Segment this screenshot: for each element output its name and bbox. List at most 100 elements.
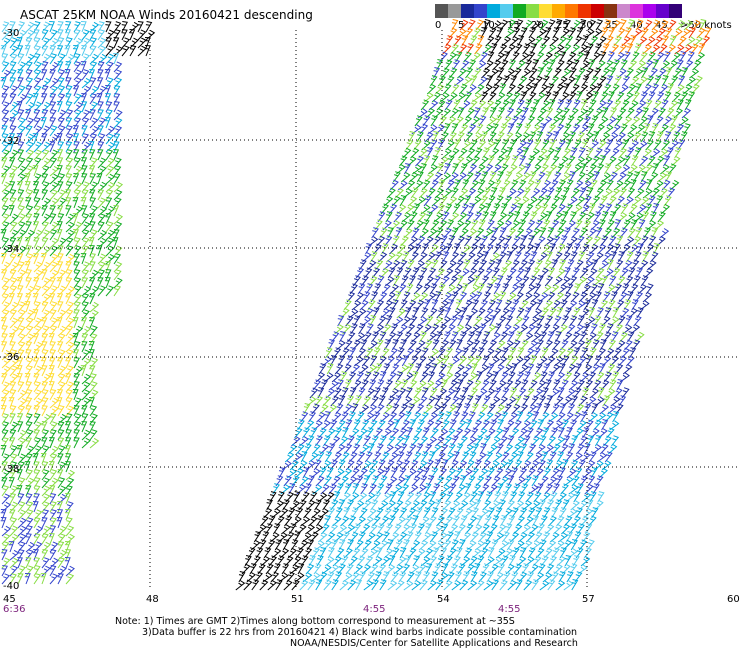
wind-barb — [354, 395, 363, 407]
wind-barb — [428, 99, 439, 111]
wind-barb — [73, 69, 83, 81]
wind-barb — [429, 283, 438, 295]
wind-barb — [548, 515, 557, 527]
wind-barb — [33, 493, 40, 505]
wind-barb — [419, 331, 427, 343]
wind-barb — [321, 564, 332, 575]
wind-barb — [567, 196, 578, 207]
wind-barb — [493, 347, 503, 359]
wind-barb — [538, 292, 549, 303]
wind-barb — [65, 365, 74, 377]
legend-tick: 30 — [580, 20, 593, 31]
wind-barb — [547, 123, 557, 135]
wind-barb — [608, 379, 617, 391]
wind-barb — [0, 229, 7, 241]
wind-barb — [364, 555, 374, 567]
wind-barb — [404, 204, 415, 215]
wind-barb — [459, 227, 469, 239]
wind-barb — [585, 459, 596, 471]
wind-barb — [310, 427, 318, 439]
wind-barb — [497, 563, 506, 575]
wind-barb — [590, 427, 600, 439]
wind-barb — [57, 445, 66, 457]
wind-barb — [594, 251, 604, 263]
wind-barb — [0, 397, 7, 409]
wind-barb — [577, 211, 587, 223]
wind-barb — [381, 387, 389, 399]
wind-barb — [24, 573, 31, 585]
wind-barb — [104, 85, 111, 97]
wind-barb — [361, 460, 372, 471]
wind-barb — [440, 235, 448, 247]
wind-barb — [342, 467, 353, 479]
wind-barb — [511, 507, 519, 519]
wind-barb — [509, 243, 519, 255]
wind-barb — [405, 347, 415, 359]
wind-barb — [371, 475, 380, 487]
pass-times: 6:36 4:55 4:55 — [3, 604, 520, 615]
wind-barb — [445, 531, 454, 543]
wind-barb — [288, 523, 297, 535]
wind-barb — [658, 187, 668, 199]
wind-barb — [89, 93, 98, 105]
wind-barb — [645, 243, 655, 255]
wind-barb — [81, 133, 90, 145]
wind-barb — [89, 437, 100, 449]
wind-barb — [607, 443, 618, 455]
wind-barb — [364, 307, 374, 319]
wind-barb — [566, 115, 575, 127]
wind-barb — [337, 419, 346, 431]
wind-barb — [488, 379, 497, 391]
wind-barb — [105, 189, 114, 201]
wind-barb — [461, 35, 469, 47]
wind-barb — [89, 181, 99, 193]
wind-barb — [622, 324, 633, 335]
wind-barb — [520, 483, 529, 495]
wind-barb — [545, 67, 553, 79]
wind-barb — [562, 396, 573, 407]
wind-barb — [546, 395, 554, 407]
wind-barb — [88, 397, 95, 409]
wind-barb — [480, 235, 489, 247]
wind-barb — [41, 349, 49, 361]
wind-barb — [548, 555, 558, 567]
wind-barb — [615, 403, 624, 415]
wind-barb — [496, 131, 505, 143]
wind-barb — [556, 411, 566, 423]
wind-barb — [355, 371, 364, 383]
wind-barb — [562, 291, 572, 303]
wind-barb — [576, 235, 585, 247]
wind-barb — [586, 43, 594, 55]
wind-barb — [33, 389, 43, 401]
wind-barb — [41, 317, 48, 329]
wind-barb — [501, 283, 510, 295]
wind-barb — [9, 29, 17, 41]
wind-barb — [566, 427, 573, 439]
wind-barb — [357, 492, 368, 503]
wind-barb — [521, 563, 530, 575]
wind-barb — [340, 515, 350, 527]
wind-barb — [648, 28, 659, 39]
wind-barb — [569, 419, 578, 431]
wind-barb — [486, 571, 494, 583]
wind-barb — [403, 267, 412, 279]
wind-barb — [436, 515, 445, 527]
wind-barb — [9, 61, 17, 73]
wind-barb — [561, 107, 570, 119]
wind-barb — [519, 155, 527, 167]
wind-barb — [482, 187, 491, 199]
wind-barb — [419, 371, 429, 383]
wind-barb — [537, 315, 545, 327]
wind-barb — [564, 307, 572, 319]
wind-barb — [385, 355, 395, 367]
wind-barb — [650, 148, 661, 159]
wind-barb — [671, 91, 681, 103]
wind-barb — [542, 219, 551, 231]
wind-barb — [607, 299, 616, 311]
wind-barb — [458, 500, 469, 511]
wind-barb — [362, 395, 372, 407]
wind-barb — [406, 427, 413, 439]
wind-barb — [545, 419, 555, 431]
wind-barb — [588, 163, 597, 175]
wind-barb — [471, 196, 482, 207]
